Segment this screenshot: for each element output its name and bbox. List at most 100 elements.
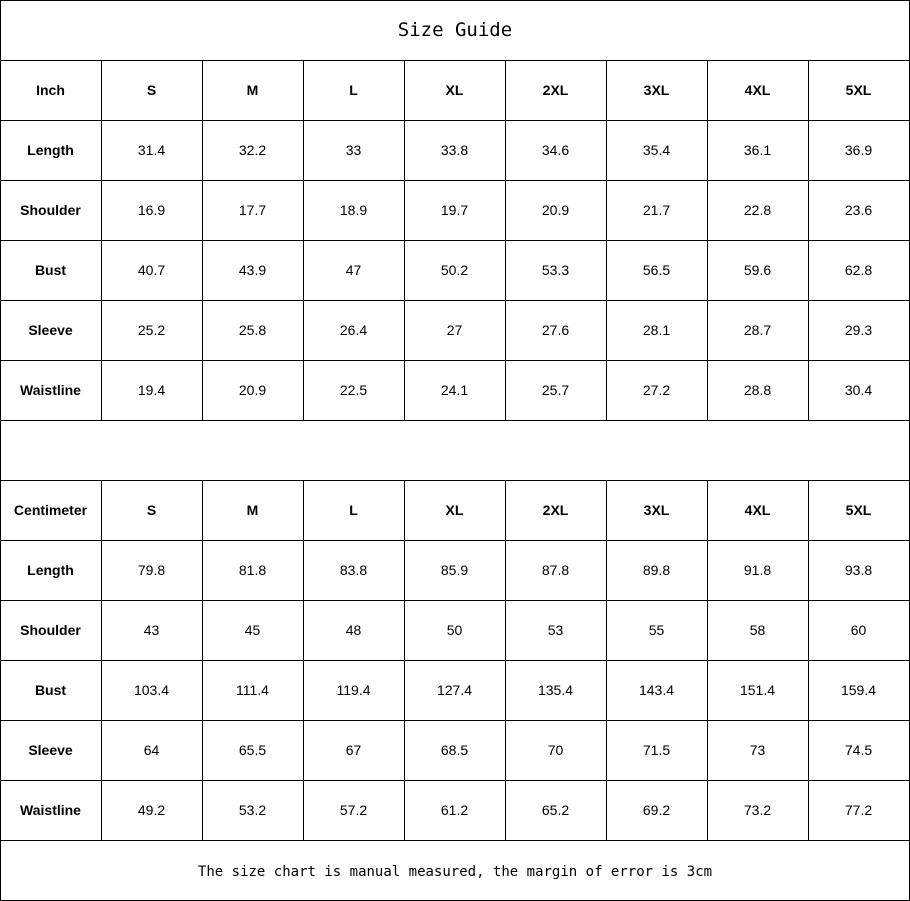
row-divider xyxy=(0,600,910,601)
centimeter-waistline-value: 49.2 xyxy=(137,802,166,818)
centimeter-length-value: 91.8 xyxy=(743,562,772,578)
centimeter-length-value: 85.9 xyxy=(440,562,469,578)
column-divider xyxy=(202,60,203,421)
inch-sleeve-value: 27.6 xyxy=(541,322,570,338)
inch-waistline-value: 25.7 xyxy=(541,382,570,398)
inch-length-value: 33 xyxy=(345,142,362,158)
inch-shoulder-value: 19.7 xyxy=(440,202,469,218)
inch-length-value: 31.4 xyxy=(137,142,166,158)
inch-shoulder-value: 17.7 xyxy=(238,202,267,218)
centimeter-sleeve-value: 73 xyxy=(749,742,766,758)
centimeter-sleeve-value: 74.5 xyxy=(844,742,873,758)
inch-shoulder-value: 20.9 xyxy=(541,202,570,218)
centimeter-size-header-s: S xyxy=(146,502,157,518)
inch-waistline-value: 24.1 xyxy=(440,382,469,398)
column-divider xyxy=(101,480,102,841)
centimeter-sleeve-value: 65.5 xyxy=(238,742,267,758)
inch-length-value: 33.8 xyxy=(440,142,469,158)
column-divider xyxy=(404,60,405,421)
inch-sleeve-value: 29.3 xyxy=(844,322,873,338)
inch-waistline-value: 30.4 xyxy=(844,382,873,398)
inch-sleeve-value: 27 xyxy=(446,322,463,338)
centimeter-sleeve-value: 70 xyxy=(547,742,564,758)
column-divider xyxy=(303,60,304,421)
inch-size-header-l: L xyxy=(349,82,358,98)
inch-sleeve-value: 25.2 xyxy=(137,322,166,338)
row-divider xyxy=(0,120,910,121)
column-divider xyxy=(505,60,506,421)
column-divider xyxy=(707,480,708,841)
inch-shoulder-value: 23.6 xyxy=(844,202,873,218)
inch-waistline-value: 19.4 xyxy=(137,382,166,398)
inch-row-label-waistline: Waistline xyxy=(20,382,81,398)
centimeter-waistline-value: 61.2 xyxy=(440,802,469,818)
centimeter-size-header-xl: XL xyxy=(445,502,464,518)
centimeter-waistline-value: 77.2 xyxy=(844,802,873,818)
inch-size-header-xl: XL xyxy=(445,82,464,98)
inch-bust-value: 62.8 xyxy=(844,262,873,278)
inch-shoulder-value: 16.9 xyxy=(137,202,166,218)
centimeter-row-label-length: Length xyxy=(27,562,74,578)
centimeter-length-value: 89.8 xyxy=(642,562,671,578)
row-divider xyxy=(0,660,910,661)
centimeter-size-header-m: M xyxy=(246,502,259,518)
row-divider xyxy=(0,480,910,481)
centimeter-length-value: 83.8 xyxy=(339,562,368,578)
column-divider xyxy=(808,480,809,841)
inch-waistline-value: 28.8 xyxy=(743,382,772,398)
inch-shoulder-value: 18.9 xyxy=(339,202,368,218)
row-divider xyxy=(0,300,910,301)
inch-bust-value: 40.7 xyxy=(137,262,166,278)
row-divider xyxy=(0,360,910,361)
row-divider xyxy=(0,240,910,241)
centimeter-shoulder-value: 43 xyxy=(143,622,160,638)
centimeter-length-value: 81.8 xyxy=(238,562,267,578)
column-divider xyxy=(505,480,506,841)
inch-waistline-value: 20.9 xyxy=(238,382,267,398)
column-divider xyxy=(606,480,607,841)
row-divider xyxy=(0,180,910,181)
centimeter-row-label-bust: Bust xyxy=(34,682,67,698)
inch-waistline-value: 22.5 xyxy=(339,382,368,398)
centimeter-waistline-value: 57.2 xyxy=(339,802,368,818)
size-guide-title: Size Guide xyxy=(397,19,513,41)
row-divider xyxy=(0,840,910,841)
centimeter-shoulder-value: 50 xyxy=(446,622,463,638)
inch-length-value: 36.1 xyxy=(743,142,772,158)
centimeter-sleeve-value: 71.5 xyxy=(642,742,671,758)
centimeter-size-header-3xl: 3XL xyxy=(643,502,670,518)
inch-bust-value: 53.3 xyxy=(541,262,570,278)
column-divider xyxy=(303,480,304,841)
inch-bust-value: 59.6 xyxy=(743,262,772,278)
centimeter-shoulder-value: 60 xyxy=(850,622,867,638)
centimeter-bust-value: 143.4 xyxy=(638,682,675,698)
inch-length-value: 36.9 xyxy=(844,142,873,158)
inch-unit-header: Inch xyxy=(36,82,65,98)
row-divider xyxy=(0,780,910,781)
inch-bust-value: 47 xyxy=(345,262,362,278)
inch-size-header-m: M xyxy=(246,82,259,98)
inch-length-value: 32.2 xyxy=(238,142,267,158)
centimeter-bust-value: 135.4 xyxy=(537,682,574,698)
centimeter-sleeve-value: 64 xyxy=(143,742,160,758)
inch-bust-value: 50.2 xyxy=(440,262,469,278)
centimeter-bust-value: 103.4 xyxy=(133,682,170,698)
centimeter-row-label-waistline: Waistline xyxy=(20,802,81,818)
inch-size-header-3xl: 3XL xyxy=(643,82,670,98)
centimeter-waistline-value: 73.2 xyxy=(743,802,772,818)
centimeter-bust-value: 119.4 xyxy=(336,682,371,698)
inch-size-header-s: S xyxy=(146,82,157,98)
inch-length-value: 35.4 xyxy=(642,142,671,158)
column-divider xyxy=(707,60,708,421)
centimeter-bust-value: 159.4 xyxy=(840,682,877,698)
centimeter-sleeve-value: 67 xyxy=(345,742,362,758)
centimeter-shoulder-value: 48 xyxy=(345,622,362,638)
centimeter-shoulder-value: 53 xyxy=(547,622,564,638)
inch-bust-value: 56.5 xyxy=(642,262,671,278)
column-divider xyxy=(606,60,607,421)
inch-size-header-4xl: 4XL xyxy=(744,82,771,98)
column-divider xyxy=(404,480,405,841)
centimeter-size-header-4xl: 4XL xyxy=(744,502,771,518)
inch-size-header-2xl: 2XL xyxy=(542,82,569,98)
